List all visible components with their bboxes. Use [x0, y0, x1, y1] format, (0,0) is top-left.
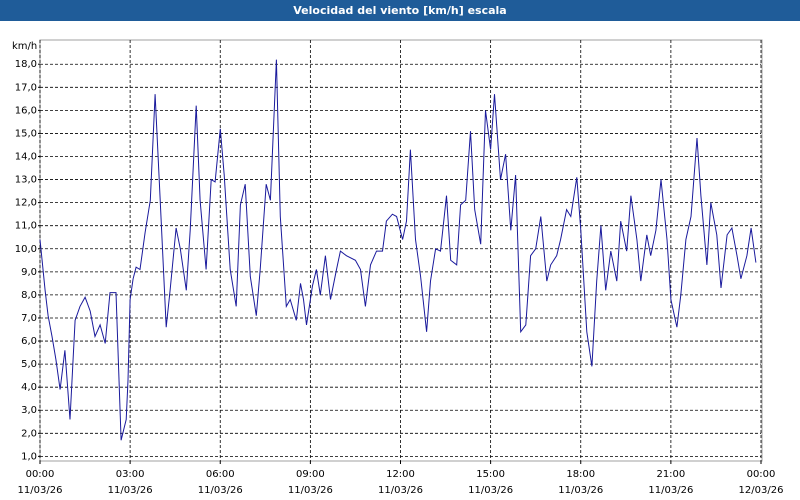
y-tick-label: 7,0 [21, 313, 37, 324]
x-tick-label: 00:00 11/03/26 [18, 469, 63, 496]
x-tick-label: 00:00 12/03/26 [739, 469, 784, 496]
y-tick-label: 16,0 [15, 105, 37, 116]
y-tick-label: 13,0 [15, 175, 37, 186]
plot-area [39, 39, 763, 462]
x-tick-label: 06:00 11/03/26 [198, 469, 243, 496]
x-tick-label: 09:00 11/03/26 [288, 469, 333, 496]
x-tick-label: 18:00 11/03/26 [558, 469, 603, 496]
y-tick-label: 15,0 [15, 128, 37, 139]
y-tick-label: 5,0 [21, 359, 37, 370]
chart-title: Velocidad del viento [km/h] escala [293, 4, 506, 17]
y-tick-label: 14,0 [15, 151, 37, 162]
y-tick-label: 1,0 [21, 451, 37, 462]
y-tick-label: 8,0 [21, 290, 37, 301]
x-tick-label: 21:00 11/03/26 [648, 469, 693, 496]
y-tick-label: 18,0 [15, 59, 37, 70]
x-tick-label: 03:00 11/03/26 [108, 469, 153, 496]
data-line [39, 59, 757, 441]
x-tick-label: 12:00 11/03/26 [378, 469, 423, 496]
y-tick-label: 6,0 [21, 336, 37, 347]
title-bar [0, 0, 800, 21]
y-tick-label: 4,0 [21, 382, 37, 393]
y-tick-label: 17,0 [15, 82, 37, 93]
y-tick-label: 11,0 [15, 221, 37, 232]
y-tick-label: 12,0 [15, 198, 37, 209]
y-axis-label: km/h [12, 41, 37, 52]
y-tick-label: 9,0 [21, 267, 37, 278]
y-tick-label: 3,0 [21, 405, 37, 416]
y-tick-label: 10,0 [15, 244, 37, 255]
y-tick-label: 2,0 [21, 428, 37, 439]
x-tick-label: 15:00 11/03/26 [468, 469, 513, 496]
